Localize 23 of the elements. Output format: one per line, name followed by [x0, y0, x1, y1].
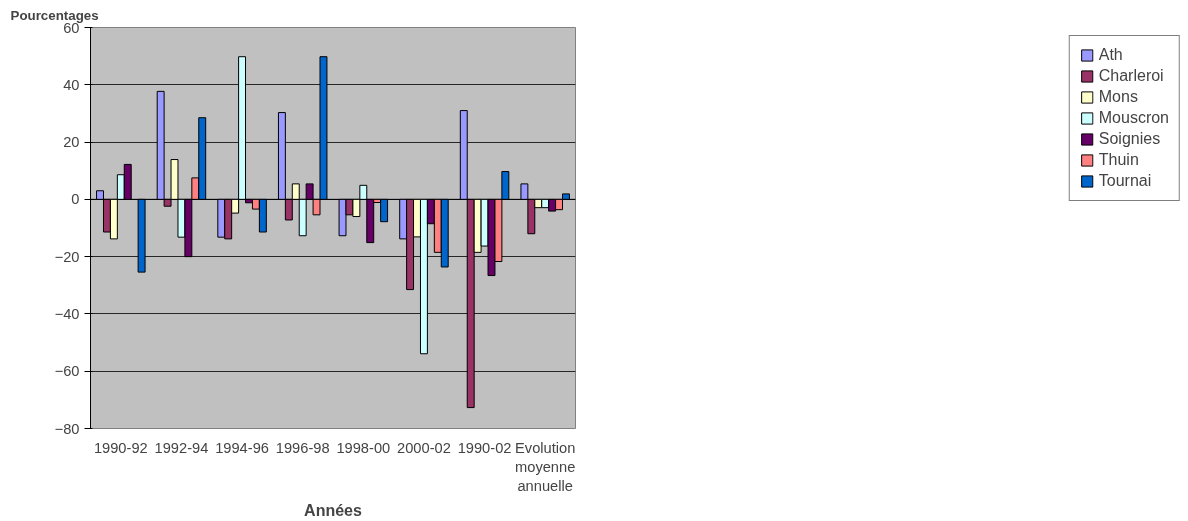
- y-tick-label: −60: [54, 363, 80, 380]
- x-tick-label: Evolution moyenne annuelle: [515, 439, 576, 494]
- y-tick-label: −40: [54, 305, 80, 322]
- legend-label: Soignies: [1098, 130, 1161, 148]
- x-axis-title: Années: [304, 501, 362, 519]
- x-tick-label: 1992-94: [154, 439, 209, 456]
- x-tick-label: 1998-00: [336, 439, 391, 456]
- y-tick-label: −20: [54, 248, 80, 265]
- legend-label: Ath: [1098, 46, 1123, 64]
- x-tick-label: 1990-92: [93, 439, 148, 456]
- legend-label: Charleroi: [1098, 67, 1164, 85]
- y-tick-label: 40: [63, 76, 80, 93]
- y-tick-label: 20: [63, 134, 80, 151]
- y-tick-label: 0: [71, 191, 80, 208]
- x-tick-label: 1996-98: [275, 439, 330, 456]
- x-tick-label: 1994-96: [215, 439, 269, 456]
- y-tick-label: −80: [54, 420, 80, 437]
- legend-label: Mouscron: [1098, 109, 1169, 127]
- x-tick-label: 2000-02: [397, 439, 451, 456]
- x-tick-label: 1990-02: [457, 439, 512, 456]
- legend-label: Thuin: [1098, 151, 1139, 169]
- legend-label: Tournai: [1098, 172, 1152, 190]
- legend-label: Mons: [1098, 88, 1138, 106]
